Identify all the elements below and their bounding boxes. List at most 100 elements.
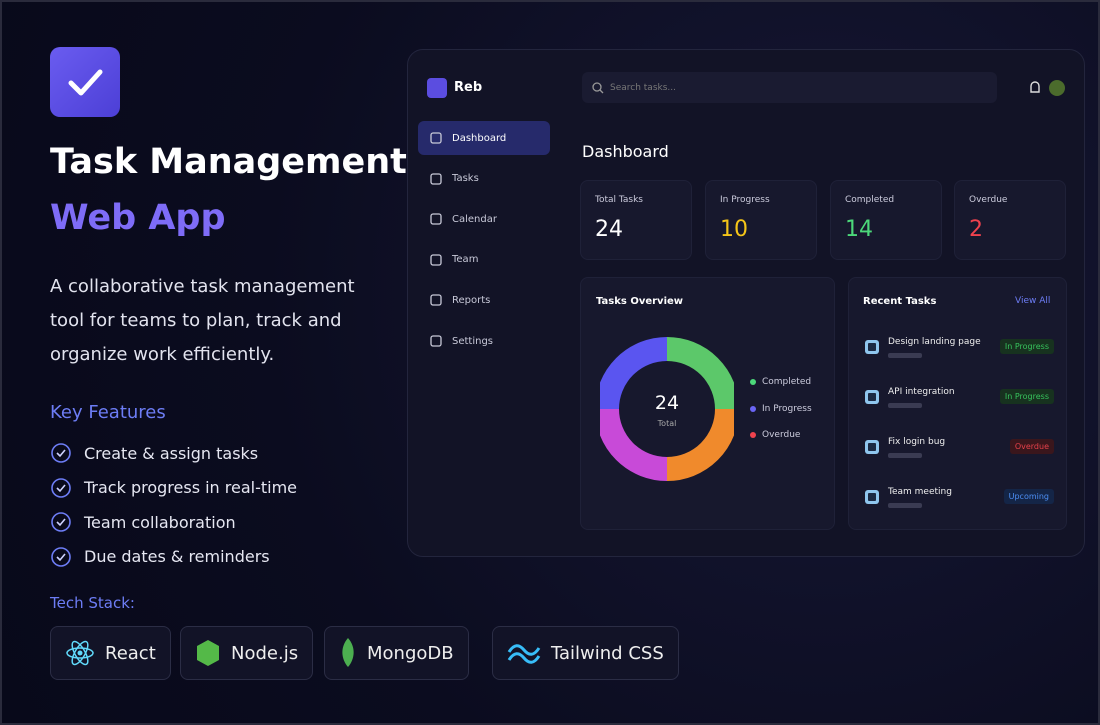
nav-item[interactable]: Dashboard bbox=[418, 121, 550, 155]
check-circle bbox=[51, 512, 71, 532]
legend-item: Overdue bbox=[750, 430, 800, 440]
stat-label: Total Tasks bbox=[595, 195, 643, 205]
nav-icon bbox=[430, 254, 442, 266]
tech-name: Node.js bbox=[231, 642, 299, 664]
task-status: In Progress bbox=[999, 389, 1054, 404]
nav-label: Calendar bbox=[452, 213, 497, 225]
task-subtitle bbox=[888, 353, 922, 358]
nav-icon bbox=[430, 172, 442, 185]
nav-icon bbox=[430, 132, 442, 144]
task-status: In Progress bbox=[999, 339, 1054, 354]
nav-label: Dashboard bbox=[452, 132, 507, 144]
task-row: Fix login bug Overdue bbox=[864, 435, 1054, 471]
search-icon bbox=[592, 81, 604, 93]
task-icon bbox=[865, 340, 879, 354]
hero-title-accent: Web App bbox=[50, 198, 226, 238]
stat-card: Overdue 2 bbox=[954, 180, 1066, 260]
stat-label: Overdue bbox=[969, 195, 1008, 205]
tech-heading: Tech Stack: bbox=[50, 594, 135, 612]
task-status: Upcoming bbox=[1003, 489, 1054, 504]
overview-card bbox=[580, 277, 835, 530]
task-icon bbox=[865, 390, 879, 404]
stat-label: Completed bbox=[845, 195, 895, 205]
legend-dot bbox=[750, 379, 756, 385]
nav-label: Team bbox=[452, 254, 479, 266]
nav-label: Settings bbox=[452, 335, 494, 347]
legend-label: Completed bbox=[762, 377, 812, 387]
donut-center-label: Total bbox=[657, 419, 677, 428]
feature-text: Create & assign tasks bbox=[84, 443, 259, 463]
tech-name: MongoDB bbox=[367, 642, 454, 664]
feature-text: Due dates & reminders bbox=[84, 547, 270, 566]
tech-badge: Node.js bbox=[180, 626, 314, 680]
legend-dot bbox=[750, 432, 756, 438]
nav-item[interactable]: Calendar bbox=[418, 202, 550, 236]
search-placeholder: Search tasks... bbox=[610, 82, 676, 93]
feature-item: Create & assign tasks bbox=[50, 442, 258, 464]
search-bar[interactable]: Search tasks... bbox=[582, 72, 997, 103]
tech-badge: Tailwind CSS bbox=[492, 626, 679, 680]
legend-item: Completed bbox=[750, 377, 811, 387]
overview-title: Tasks Overview bbox=[596, 296, 684, 307]
nav-icon bbox=[430, 335, 442, 347]
check-circle bbox=[51, 546, 71, 567]
feature-item: Track progress in real-time bbox=[50, 477, 297, 499]
task-name: Design landing page bbox=[888, 337, 981, 347]
stat-card: Total Tasks 24 bbox=[580, 180, 692, 260]
features-heading: Key Features bbox=[50, 402, 166, 423]
task-name: API integration bbox=[888, 387, 955, 397]
nav-icon bbox=[430, 213, 442, 225]
react-icon bbox=[66, 640, 94, 666]
task-row: API integration In Progress bbox=[864, 385, 1054, 421]
tech-badge: React bbox=[50, 626, 171, 680]
donut-chart bbox=[600, 337, 734, 481]
legend-label: Overdue bbox=[762, 430, 801, 440]
legend-label: In Progress bbox=[762, 403, 812, 414]
check-icon bbox=[68, 69, 103, 96]
task-status: Overdue bbox=[1009, 439, 1054, 454]
task-subtitle bbox=[888, 503, 922, 508]
stat-card: In Progress 10 bbox=[705, 180, 817, 260]
nav-label: Tasks bbox=[452, 173, 479, 185]
feature-item: Due dates & reminders bbox=[50, 546, 270, 568]
feature-item: Team collaboration bbox=[50, 511, 236, 533]
donut-center-value: 24 bbox=[654, 392, 680, 414]
stat-card: Completed 14 bbox=[830, 180, 942, 260]
brand-name: Reb bbox=[454, 80, 483, 95]
legend-item: In Progress bbox=[750, 404, 812, 414]
view-all-link[interactable]: View All bbox=[1015, 296, 1051, 306]
task-subtitle bbox=[888, 453, 922, 458]
legend-dot bbox=[750, 405, 756, 412]
task-row: Team meeting Upcoming bbox=[864, 485, 1054, 521]
stat-label: In Progress bbox=[720, 195, 770, 205]
task-icon bbox=[865, 440, 879, 454]
tech-name: React bbox=[105, 642, 156, 664]
task-name: Team meeting bbox=[888, 487, 952, 497]
task-icon bbox=[865, 490, 879, 504]
app-icon bbox=[50, 47, 120, 117]
task-name: Fix login bug bbox=[888, 437, 946, 447]
tech-badge: MongoDB bbox=[324, 626, 469, 680]
check-circle bbox=[51, 443, 71, 463]
nav-item[interactable]: Team bbox=[418, 243, 550, 277]
tailwind-icon bbox=[507, 644, 541, 664]
stat-value: 14 bbox=[845, 217, 873, 242]
task-subtitle bbox=[888, 403, 922, 408]
recent-title: Recent Tasks bbox=[863, 296, 937, 307]
nav-item[interactable]: Settings bbox=[418, 324, 550, 358]
page-title: Dashboard bbox=[582, 142, 669, 161]
node-icon bbox=[197, 640, 219, 666]
mongo-icon bbox=[342, 638, 354, 667]
task-row: Design landing page In Progress bbox=[864, 335, 1054, 371]
tech-name: Tailwind CSS bbox=[551, 642, 664, 664]
header-icons bbox=[1030, 80, 1065, 96]
hero-title: Task Management bbox=[50, 142, 407, 182]
nav-item[interactable]: Tasks bbox=[418, 162, 550, 196]
stat-value: 24 bbox=[595, 217, 623, 242]
nav-item[interactable]: Reports bbox=[418, 283, 550, 317]
hero-description: A collaborative task management tool for… bbox=[50, 276, 355, 365]
feature-text: Team collaboration bbox=[84, 512, 236, 532]
stat-value: 10 bbox=[720, 217, 748, 242]
nav-label: Reports bbox=[452, 294, 491, 306]
